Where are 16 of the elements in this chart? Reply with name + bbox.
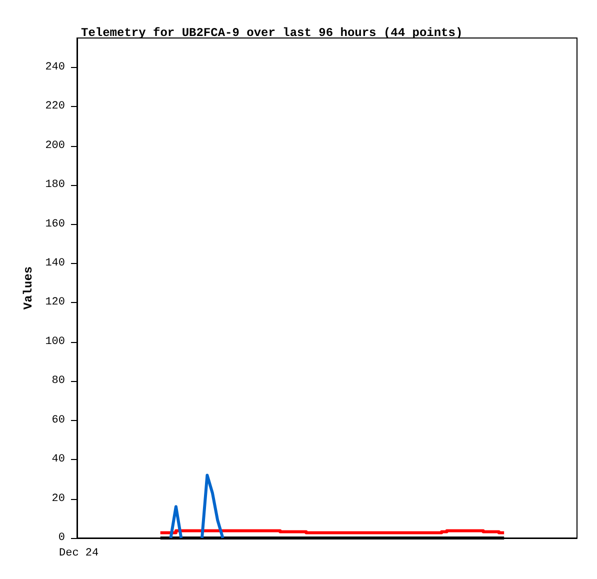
y-tick-label: 60 xyxy=(52,414,65,426)
y-tick-label: 120 xyxy=(45,296,65,309)
y-tick-label: 240 xyxy=(45,61,65,74)
y-tick-label: 40 xyxy=(52,454,65,466)
y-tick-label: 140 xyxy=(45,257,65,270)
y-tick-label: 100 xyxy=(45,336,65,348)
y-tick-label: 0 xyxy=(58,532,65,544)
chart-title: Telemetry for UB2FCA-9 over last 96 hours (44 points) xyxy=(81,26,463,40)
text: Dec 24 xyxy=(59,548,100,560)
y-tick-label: 220 xyxy=(45,100,65,113)
y-tick-label: 180 xyxy=(45,179,65,192)
y-tick-label: 80 xyxy=(52,375,65,388)
y-tick-label: 160 xyxy=(45,218,65,230)
y-tick-label: 20 xyxy=(52,492,65,505)
y-tick-label: 200 xyxy=(45,140,65,152)
y-axis-title: Values xyxy=(21,266,36,310)
